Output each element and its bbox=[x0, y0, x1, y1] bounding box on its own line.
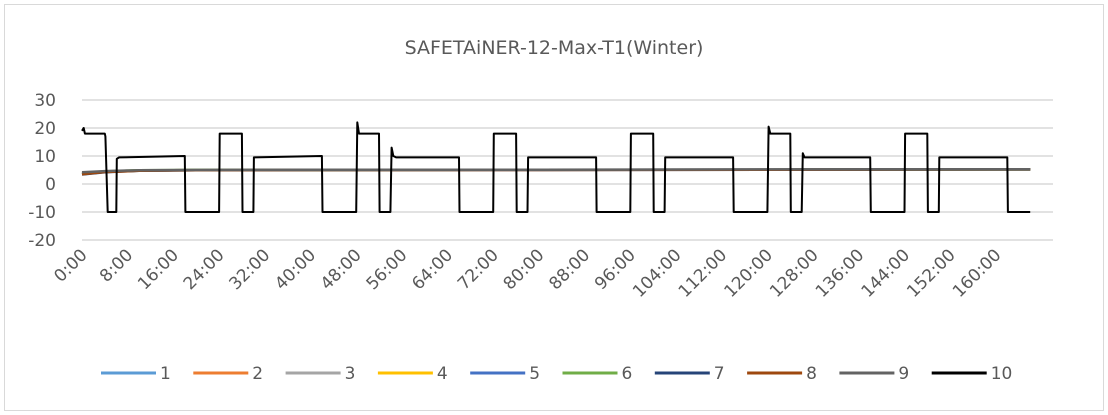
x-tick-label: 24:00 bbox=[180, 245, 229, 294]
y-tick-label: 20 bbox=[34, 119, 56, 139]
x-tick-label: 80:00 bbox=[500, 245, 549, 294]
legend: 1 2 3 4 5 6 7 8 9 10 bbox=[101, 364, 1012, 384]
legend-label: 10 bbox=[991, 364, 1013, 384]
y-tick-label: -20 bbox=[28, 231, 56, 251]
x-tick-label: 152:00 bbox=[903, 245, 959, 301]
legend-label: 6 bbox=[622, 364, 633, 384]
chart-title: SAFETAiNER-12-Max-T1(Winter) bbox=[405, 37, 704, 59]
x-tick-label: 64:00 bbox=[408, 245, 457, 294]
legend-label: 8 bbox=[806, 364, 817, 384]
x-tick-label: 8:00 bbox=[96, 245, 137, 286]
x-tick-label: 32:00 bbox=[226, 245, 275, 294]
x-tick-label: 104:00 bbox=[629, 245, 685, 301]
series-lines bbox=[81, 121, 1031, 213]
x-tick-label: 40:00 bbox=[271, 245, 320, 294]
x-tick-label: 128:00 bbox=[766, 245, 822, 301]
x-tick-label: 0:00 bbox=[50, 245, 91, 286]
x-tick-label: 72:00 bbox=[454, 245, 503, 294]
legend-label: 2 bbox=[252, 364, 263, 384]
legend-label: 7 bbox=[714, 364, 725, 384]
x-tick-label: 160:00 bbox=[949, 245, 1005, 301]
x-tick-label: 144:00 bbox=[858, 245, 914, 301]
x-tick-label: 120:00 bbox=[721, 245, 777, 301]
x-tick-label: 56:00 bbox=[363, 245, 412, 294]
y-tick-label: 0 bbox=[45, 175, 56, 195]
y-tick-label: -10 bbox=[28, 203, 56, 223]
x-tick-label: 136:00 bbox=[812, 245, 868, 301]
y-tick-label: 10 bbox=[34, 147, 56, 167]
x-tick-label: 112:00 bbox=[675, 245, 731, 301]
legend-label: 4 bbox=[437, 364, 448, 384]
x-tick-label: 16:00 bbox=[134, 245, 183, 294]
series-line-10 bbox=[81, 121, 1031, 213]
legend-label: 3 bbox=[345, 364, 356, 384]
x-axis-ticks: 0:00 8:0016:0024:0032:0040:0048:0056:0064… bbox=[50, 245, 1005, 301]
legend-label: 1 bbox=[160, 364, 171, 384]
y-tick-label: 30 bbox=[34, 91, 56, 111]
legend-label: 5 bbox=[529, 364, 540, 384]
x-tick-label: 48:00 bbox=[317, 245, 366, 294]
legend-label: 9 bbox=[898, 364, 909, 384]
x-tick-label: 88:00 bbox=[545, 245, 594, 294]
chart-frame bbox=[4, 4, 1104, 411]
y-axis-ticks: -20 -10 0 10 20 30 bbox=[28, 91, 56, 251]
